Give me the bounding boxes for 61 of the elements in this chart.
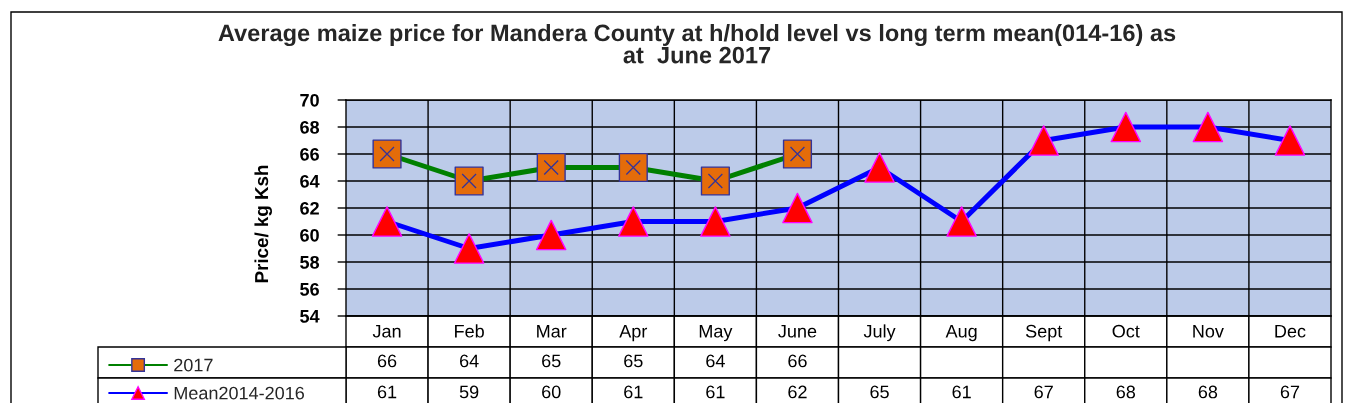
point xyxy=(1192,111,1224,143)
data-label: 67 xyxy=(1034,385,1053,399)
x-tick-label: June xyxy=(778,325,817,338)
x-tick-label: Nov xyxy=(1193,325,1224,338)
data-label: 66 xyxy=(788,354,807,368)
point xyxy=(700,206,731,237)
data-label: 61 xyxy=(624,385,643,399)
data-label: 61 xyxy=(952,385,971,399)
point xyxy=(618,206,649,237)
x-tick-label: Dec xyxy=(1275,325,1306,338)
data-label: 66 xyxy=(377,354,397,368)
point xyxy=(1028,125,1059,156)
y-tick-label: 66 xyxy=(300,147,319,161)
data-label: 60 xyxy=(542,385,561,399)
data-label: 59 xyxy=(459,385,479,399)
x-tick-label: Apr xyxy=(619,325,648,342)
y-tick-label: 68 xyxy=(300,120,320,134)
point xyxy=(782,192,813,224)
point xyxy=(454,166,484,196)
x-tick-label: Sept xyxy=(1025,324,1063,342)
x-tick-label: Jan xyxy=(372,325,401,338)
y-tick-label: 60 xyxy=(300,228,319,242)
data-label: 62 xyxy=(788,385,807,399)
x-tick-label: Mar xyxy=(537,325,567,338)
x-tick-label: May xyxy=(699,325,733,342)
data-label: 65 xyxy=(542,354,561,368)
y-axis-title: Price/ kg Ksh xyxy=(254,165,272,283)
x-tick-label: Feb xyxy=(455,324,484,338)
data-label: 68 xyxy=(1116,385,1136,399)
data-label: 61 xyxy=(706,385,725,399)
x-tick-label: Aug xyxy=(945,325,977,342)
y-tick-label: 58 xyxy=(300,255,320,269)
y-tick-label: 64 xyxy=(300,174,320,188)
point xyxy=(782,139,813,169)
y-tick-label: 54 xyxy=(300,310,320,323)
x-tick-label: July xyxy=(863,324,896,342)
chart-title: Average maize price for Mandera County at h/hold level vs long term mean(014-16) as at June 2017 xyxy=(218,24,1176,64)
point xyxy=(453,233,485,264)
data-label: 64 xyxy=(706,354,725,368)
legend-label: Mean2014-2016 xyxy=(174,386,305,400)
legend-label: 2017 xyxy=(174,358,213,372)
data-label: 68 xyxy=(1198,385,1218,399)
y-tick-label: 56 xyxy=(300,282,319,296)
point xyxy=(372,139,402,169)
point xyxy=(700,166,730,196)
point xyxy=(371,206,403,237)
data-label: 67 xyxy=(1280,385,1300,399)
data-label: 64 xyxy=(460,354,479,368)
point xyxy=(864,152,895,183)
point xyxy=(618,152,648,183)
point xyxy=(536,152,566,183)
data-label: 65 xyxy=(870,385,889,399)
x-tick-label: Oct xyxy=(1112,324,1140,338)
point xyxy=(1274,125,1306,156)
data-label: 65 xyxy=(624,354,643,368)
data-label: 61 xyxy=(377,385,397,399)
point xyxy=(535,219,567,251)
y-tick-label: 70 xyxy=(300,93,319,107)
point xyxy=(946,206,977,237)
y-tick-label: 62 xyxy=(300,201,319,215)
point xyxy=(1110,111,1142,143)
